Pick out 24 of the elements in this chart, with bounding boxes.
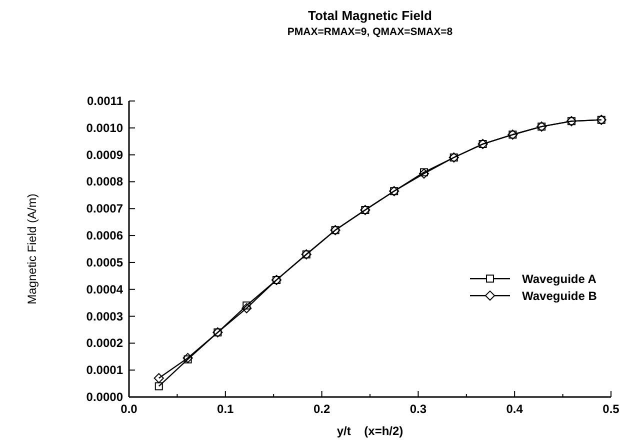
y-tick-label: 0.0010 xyxy=(86,120,124,135)
y-tick-label: 0.0006 xyxy=(86,228,124,243)
y-tick-label: 0.0008 xyxy=(86,174,124,189)
chart-subtitle: PMAX=RMAX=9, QMAX=SMAX=8 xyxy=(287,26,453,38)
x-axis-title: y/t (x=h/2) xyxy=(336,424,404,438)
y-tick-label: 0.0004 xyxy=(86,282,124,296)
y-tick-label: 0.0003 xyxy=(86,309,124,324)
y-tick-label: 0.0005 xyxy=(86,255,124,270)
y-tick-label: 0.0009 xyxy=(86,148,124,162)
x-tick-label: 0.4 xyxy=(506,402,524,416)
y-tick-label: 0.0000 xyxy=(86,390,124,404)
legend-label: Waveguide B xyxy=(522,289,598,304)
x-tick-label: 0.1 xyxy=(217,402,234,416)
y-axis-title: Magnetic Field (A/m) xyxy=(25,194,39,304)
y-tick-label: 0.0011 xyxy=(86,94,124,108)
x-tick-label: 0.2 xyxy=(313,402,330,416)
x-tick-label: 0.3 xyxy=(410,402,427,416)
x-tick-label: 0.0 xyxy=(120,402,138,416)
y-tick-label: 0.0007 xyxy=(86,202,124,216)
legend-label: Waveguide A xyxy=(522,272,597,286)
x-tick-label: 0.5 xyxy=(602,402,620,416)
y-tick-label: 0.0001 xyxy=(86,363,124,378)
chart-title: Total Magnetic Field xyxy=(308,8,432,23)
y-tick-label: 0.0002 xyxy=(86,336,124,350)
